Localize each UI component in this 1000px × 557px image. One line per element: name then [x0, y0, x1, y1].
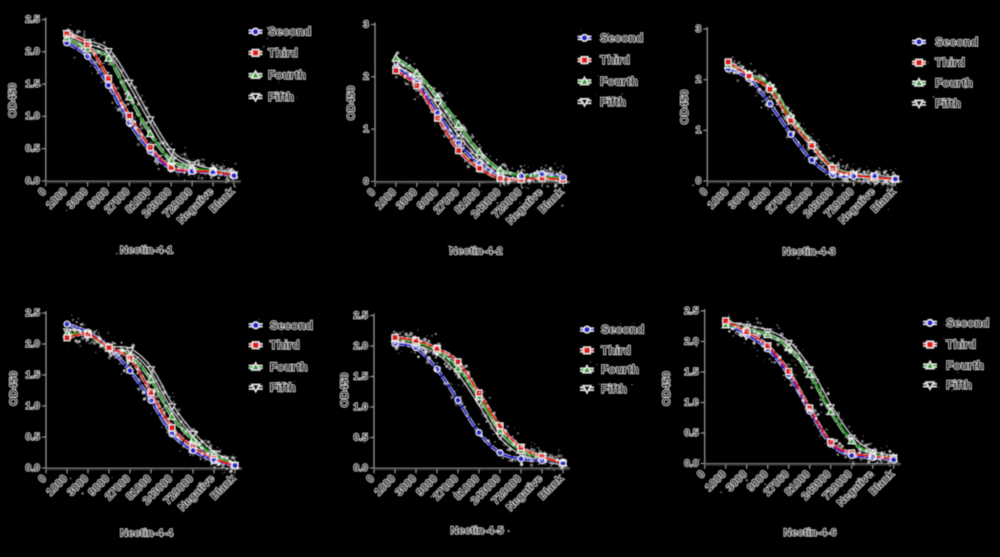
- svg-text:2.0: 2.0: [25, 46, 40, 58]
- svg-text:Nectin-4-2: Nectin-4-2: [449, 246, 502, 258]
- svg-text:3: 3: [695, 23, 701, 35]
- svg-text:1.5: 1.5: [25, 78, 40, 90]
- svg-text:Fourth: Fourth: [600, 74, 638, 88]
- svg-text:Fifth: Fifth: [270, 381, 296, 395]
- svg-text:Fifth: Fifth: [935, 97, 961, 111]
- svg-text:Second: Second: [946, 316, 989, 330]
- svg-text:1.0: 1.0: [353, 401, 368, 413]
- svg-text:OD450: OD450: [8, 371, 20, 406]
- svg-text:OD450: OD450: [661, 371, 673, 406]
- svg-text:OD450: OD450: [345, 86, 357, 121]
- svg-text:0.5: 0.5: [25, 143, 40, 155]
- svg-text:Nectin-4-4: Nectin-4-4: [120, 528, 174, 540]
- svg-text:Fourth: Fourth: [935, 76, 973, 90]
- svg-text:OD450: OD450: [7, 83, 19, 118]
- svg-text:Third: Third: [601, 343, 631, 357]
- svg-text:2: 2: [363, 71, 369, 83]
- svg-text:0: 0: [695, 175, 701, 187]
- svg-text:0.5: 0.5: [25, 431, 40, 443]
- svg-text:1.0: 1.0: [25, 110, 40, 122]
- svg-text:Third: Third: [946, 338, 976, 352]
- svg-text:Fourth: Fourth: [270, 360, 308, 374]
- svg-text:Second: Second: [270, 318, 313, 332]
- svg-text:3: 3: [363, 18, 369, 30]
- svg-text:Second: Second: [601, 323, 644, 337]
- svg-text:OD450: OD450: [339, 373, 351, 408]
- svg-text:Nectin-4-1: Nectin-4-1: [120, 245, 173, 257]
- svg-text:2.0: 2.0: [353, 340, 368, 352]
- svg-text:2.5: 2.5: [353, 309, 368, 321]
- svg-text:1.5: 1.5: [684, 366, 699, 378]
- svg-text:0: 0: [363, 175, 369, 187]
- svg-text:0.0: 0.0: [25, 462, 40, 474]
- svg-text:Fourth: Fourth: [601, 363, 639, 377]
- svg-text:0.5: 0.5: [684, 427, 699, 439]
- svg-text:Third: Third: [600, 53, 630, 67]
- svg-text:2: 2: [695, 74, 701, 86]
- svg-text:Nectin-4-6: Nectin-4-6: [783, 527, 836, 539]
- svg-text:1.0: 1.0: [684, 396, 699, 408]
- svg-text:Fifth: Fifth: [601, 382, 627, 396]
- svg-text:Third: Third: [935, 56, 965, 70]
- svg-text:Fourth: Fourth: [268, 68, 306, 82]
- svg-text:Third: Third: [270, 338, 300, 352]
- svg-text:Third: Third: [268, 46, 298, 60]
- svg-text:2.5: 2.5: [684, 305, 699, 317]
- svg-text:1.0: 1.0: [25, 400, 40, 412]
- svg-text:Fifth: Fifth: [268, 90, 294, 104]
- svg-text:2.5: 2.5: [25, 13, 40, 25]
- svg-text:Fourth: Fourth: [946, 359, 984, 373]
- svg-text:Fifth: Fifth: [600, 95, 626, 109]
- svg-text:0.0: 0.0: [684, 457, 699, 469]
- svg-text:1: 1: [363, 123, 369, 135]
- svg-text:2.5: 2.5: [25, 307, 40, 319]
- svg-text:Fifth: Fifth: [946, 378, 972, 392]
- svg-text:0.5: 0.5: [353, 431, 368, 443]
- svg-text:2.0: 2.0: [684, 335, 699, 347]
- svg-text:1.5: 1.5: [25, 369, 40, 381]
- svg-text:Nectin-4-5: Nectin-4-5: [450, 525, 503, 537]
- svg-text:Second: Second: [935, 35, 978, 49]
- svg-text:1.5: 1.5: [353, 370, 368, 382]
- svg-text:Nectin-4-3: Nectin-4-3: [782, 246, 835, 258]
- svg-text:1: 1: [695, 124, 701, 136]
- svg-text:OD450: OD450: [679, 90, 691, 125]
- svg-text:2.0: 2.0: [25, 338, 40, 350]
- svg-text:Second: Second: [268, 25, 311, 39]
- svg-text:Second: Second: [600, 31, 643, 45]
- svg-text:0.0: 0.0: [25, 175, 40, 187]
- svg-text:0.0: 0.0: [353, 462, 368, 474]
